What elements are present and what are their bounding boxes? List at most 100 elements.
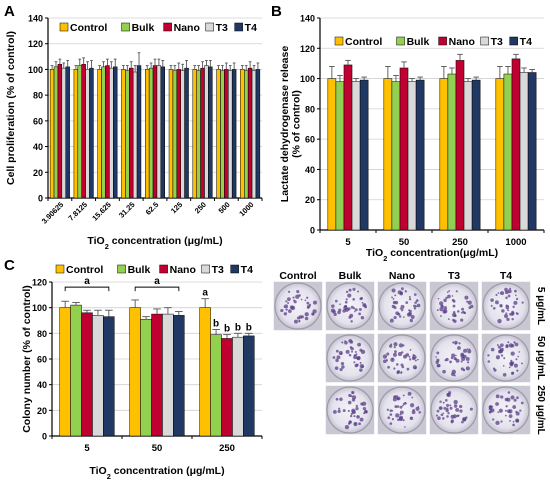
colony [463,348,468,353]
y-tick-label: 100 [300,74,315,84]
colony [415,406,420,411]
bar-bulk [53,66,59,199]
photo-column-label: Nano [389,270,415,282]
chart-a: 0 20 40 60 80 100 120 140 3.90625 7.8125 15.625 31.… [5,14,263,251]
colony [505,304,508,308]
bar-t4 [184,67,189,199]
x-axis-label-subscript: 2 [383,254,387,263]
colony [363,304,366,307]
colony [354,308,358,312]
colony [363,412,365,415]
colony [503,313,509,319]
colony [498,348,504,354]
colony [450,420,454,424]
legend-swatch-nano [159,264,168,274]
colony [513,300,518,305]
colony [285,308,288,311]
bar-t3 [132,71,138,199]
colony [411,410,416,415]
bar-bulk [148,67,154,199]
bar-t3 [109,67,114,199]
colony [500,395,504,399]
bar-control [495,78,505,231]
bar-t4 [527,72,537,231]
significance-label: a [84,276,90,287]
colony [382,354,388,359]
bar-t3 [162,313,174,437]
bar-t4 [471,79,481,231]
bar-t4 [136,65,142,199]
bar-t4 [173,315,185,437]
colony [306,301,310,305]
colony [442,417,445,420]
colony [304,316,309,321]
bar-nano [129,67,134,199]
colony [509,419,511,422]
colony [348,315,352,319]
colony [443,306,448,310]
chart-c: 0 20 40 60 80 100 120 5 50 250 TiO2 concentration … [21,264,263,481]
colony [389,422,393,425]
colony [452,304,456,308]
colony [355,407,359,411]
colony [353,310,356,313]
colony [358,312,362,316]
colony [510,359,513,362]
bar-bulk [335,81,345,231]
colony [312,300,317,305]
colony [407,391,412,396]
colony [399,413,402,416]
panel-label-a: A [4,3,15,20]
bar-nano [81,312,93,437]
legend-label-bulk: Bulk [128,264,151,276]
x-tick-label: 1000 [237,200,255,218]
legend-swatch-t3 [201,264,210,274]
colony [339,397,343,402]
colony [387,416,391,420]
colony [343,305,348,310]
y-axis-label: Colony number (% of control) [21,285,33,433]
colony [285,300,288,303]
colony [442,412,445,415]
colony [449,404,452,407]
significance-label: b [235,322,241,333]
colony [465,357,470,361]
x-axis-label-rest: concentration(μg/mL) [387,247,498,259]
legend-label-nano: Nano [449,36,475,48]
colony [386,352,390,356]
y-tick-label: 40 [305,165,315,175]
colony [439,400,442,403]
colony [455,290,458,293]
bar-nano [224,69,229,199]
colony [513,341,516,344]
y-tick-label: 120 [300,44,315,54]
colony [442,309,447,314]
colony [400,363,404,367]
bar-nano [455,60,465,231]
colony [495,300,499,305]
bar-bulk [244,70,249,199]
colony [415,299,419,303]
bar-bulk [220,70,225,199]
colony [497,345,501,349]
photo-column-label: T4 [500,270,512,282]
colony [500,343,504,347]
colony [396,363,399,366]
colony [354,422,357,425]
bar-t4 [255,69,261,199]
colony [515,294,517,297]
colony [507,309,510,312]
colony [435,414,438,417]
bar-nano [511,58,521,231]
colony [459,404,463,409]
colony [409,403,415,408]
colony [500,305,503,308]
bar-bulk [70,304,82,437]
colony [497,318,502,324]
colony [335,349,339,353]
colony [418,411,421,414]
colony [356,415,360,419]
colony [504,287,508,292]
colony [463,354,467,359]
bar-control [129,307,141,437]
